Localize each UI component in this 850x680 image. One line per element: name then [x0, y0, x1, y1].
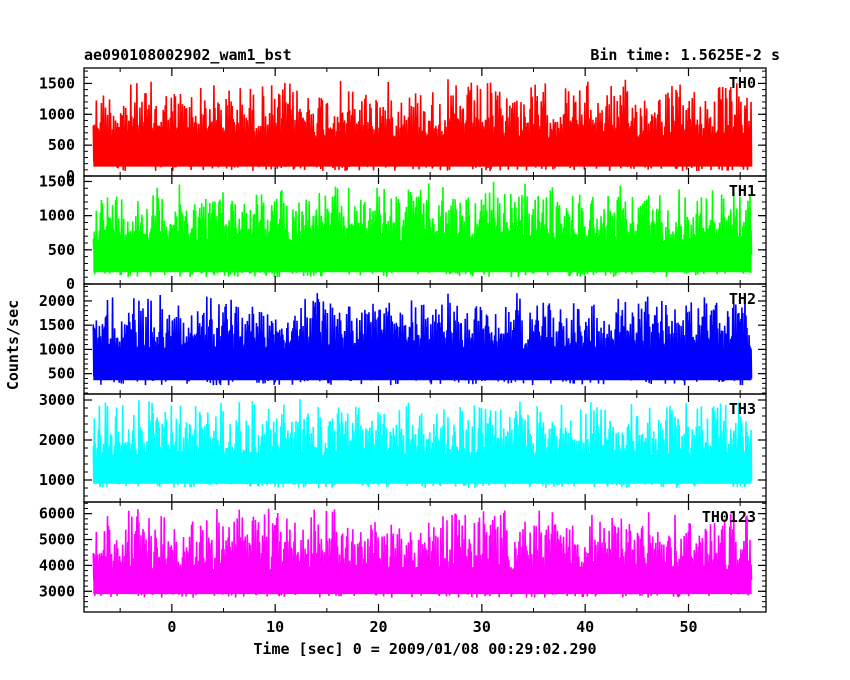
y-tick-label: 5000 [39, 531, 75, 549]
panel-label: TH3 [729, 400, 756, 418]
y-tick-label: 500 [48, 241, 75, 259]
panel-label: TH1 [729, 182, 756, 200]
x-tick-label: 0 [167, 618, 176, 636]
x-tick-label: 20 [369, 618, 387, 636]
panel-th0: 0 500 1000 1500 TH0 [39, 67, 767, 185]
y-tick-label: 500 [48, 136, 75, 154]
y-tick-label: 1000 [39, 471, 75, 489]
panel-th1: 0 500 1000 1500 TH1 [39, 172, 767, 293]
panel-th2: 500 1000 1500 2000 TH2 [39, 283, 767, 395]
x-tick-label: 10 [266, 618, 284, 636]
panel-th3: 1000 2000 3000 TH3 [39, 391, 767, 503]
y-tick-label: 3000 [39, 391, 75, 409]
y-tick-label: 1500 [39, 74, 75, 92]
y-tick-label: 2000 [39, 292, 75, 310]
panel-label: TH0123 [702, 508, 756, 526]
series-band-th0123 [93, 573, 752, 595]
y-tick-label: 2000 [39, 431, 75, 449]
y-tick-label: 500 [48, 365, 75, 383]
panel-label: TH2 [729, 290, 756, 308]
series-band-th2 [93, 351, 752, 381]
bin-time-label: Bin time: 1.5625E-2 s [590, 46, 780, 64]
series-band-th3 [93, 460, 752, 484]
x-axis-label: Time [sec] 0 = 2009/01/08 00:29:02.290 [253, 640, 596, 658]
panel-th0123: 3000 4000 5000 6000 TH0123 [39, 501, 767, 613]
y-tick-label: 1500 [39, 316, 75, 334]
series-band-th1 [93, 244, 752, 273]
series-trace-th1 [92, 182, 753, 278]
x-tick-label: 30 [473, 618, 491, 636]
y-axis-label: Counts/sec [4, 300, 22, 390]
panel-label: TH0 [729, 74, 756, 92]
panel-frame [83, 501, 767, 613]
y-tick-label: 1500 [39, 172, 75, 190]
y-tick-label: 1000 [39, 105, 75, 123]
y-tick-label: 0 [66, 275, 75, 293]
plot-title: ae090108002902_wam1_bst [84, 46, 292, 64]
series-band-th0 [93, 141, 752, 167]
x-tick-label: 50 [679, 618, 697, 636]
y-tick-label: 6000 [39, 505, 75, 523]
x-tick-label: 40 [576, 618, 594, 636]
y-tick-label: 1000 [39, 207, 75, 225]
y-tick-label: 0 [66, 167, 75, 185]
y-tick-label: 3000 [39, 582, 75, 600]
y-tick-label: 4000 [39, 556, 75, 574]
series-trace-th0123 [92, 508, 753, 598]
y-tick-label: 1000 [39, 340, 75, 358]
